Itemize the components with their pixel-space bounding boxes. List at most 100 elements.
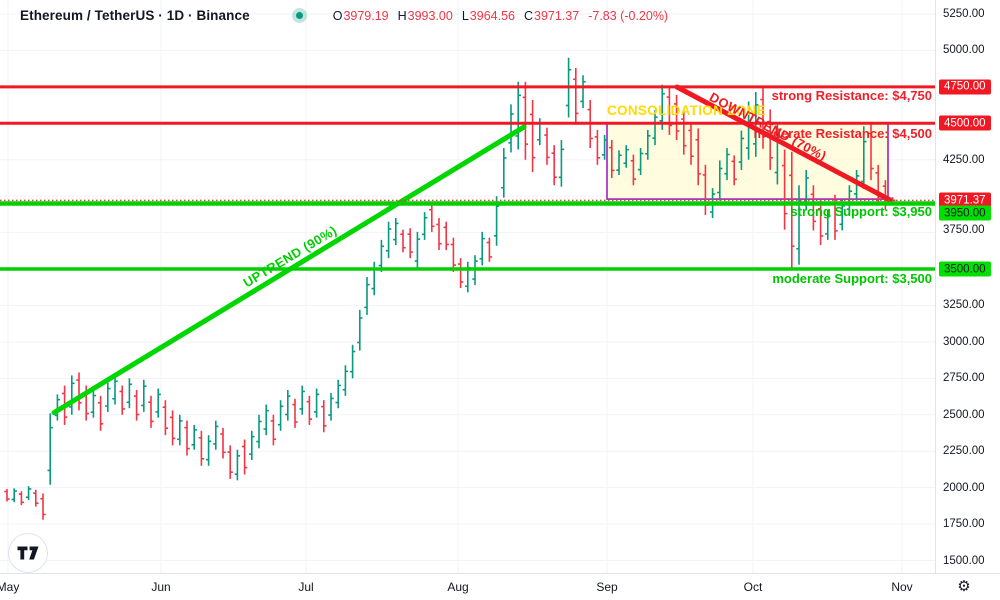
ohlc-bar (364, 277, 370, 315)
price-tick-label: 3250.00 (943, 299, 985, 312)
month-tick-label: Aug (447, 580, 469, 594)
ohlc-bar (637, 148, 644, 176)
open-label: O (332, 8, 343, 23)
ohlc-bar (666, 87, 673, 135)
price-tick-label: 1500.00 (943, 554, 985, 567)
symbol-title[interactable]: Ethereum / TetherUS · 1D · Binance (20, 8, 250, 23)
ohlc-bar (601, 134, 608, 160)
ohlc-bar (385, 221, 392, 259)
high-label: H (397, 8, 407, 23)
time-axis[interactable]: May Jun Jul Aug Sep Oct Nov (0, 573, 1000, 600)
moderate-support-label[interactable]: moderate Support: $3,500 (772, 271, 932, 286)
ohlc-bar (465, 261, 471, 293)
ohlc-bar (400, 229, 406, 253)
ohlc-bar (688, 121, 694, 165)
price-badge: 3500.00 (939, 261, 991, 277)
tradingview-logo[interactable] (8, 533, 48, 573)
open-value: 3979.19 (343, 8, 389, 23)
strong-resistance-label[interactable]: strong Resistance: $4,750 (771, 88, 932, 103)
ohlc-bar (810, 185, 817, 231)
ohlc-bar (33, 489, 39, 507)
consolidation-zone-label[interactable]: CONSOLIDATION ZONE (607, 103, 766, 118)
ohlc-bar (90, 389, 97, 418)
ohlc-bar (177, 414, 183, 446)
ohlc-bar (796, 185, 802, 265)
ohlc-bar (479, 231, 485, 266)
ohlc-bar (371, 261, 377, 296)
ohlc-bar (501, 148, 507, 198)
strong-support-label[interactable]: strong Support: $3,950 (790, 204, 932, 219)
ohlc-bar (169, 410, 176, 446)
price-tick-label: 2250.00 (943, 445, 985, 458)
ohlc-bar (256, 414, 262, 449)
chart-header: Ethereum / TetherUS · 1D · Binance O 397… (20, 8, 668, 23)
market-status-dot (291, 8, 307, 23)
ohlc-bar (40, 493, 46, 520)
price-tick-label: 3000.00 (943, 335, 985, 348)
settings-gear-icon[interactable]: ⚙ (957, 578, 971, 595)
ohlc-bar (119, 385, 125, 415)
price-axis[interactable]: 5250.00 5000.00 4750.00 4500.00 4250.00 3971.… (935, 0, 1000, 573)
ohlc-bar (349, 344, 356, 379)
ohlc-bar (731, 155, 737, 186)
ohlc-bar (328, 392, 334, 421)
ohlc-bar (112, 375, 118, 405)
ohlc-bar (515, 81, 521, 150)
ohlc-bar (213, 420, 219, 450)
price-badge: 3971.37 (939, 192, 991, 208)
price-tick-label: 1750.00 (943, 518, 985, 531)
ohlc-bar (558, 140, 565, 187)
price-tick-label: 5000.00 (943, 44, 985, 57)
price-badge: 4500.00 (939, 115, 991, 131)
ohlc-bar (774, 124, 781, 185)
ohlc-bar (868, 121, 874, 181)
ohlc-bar (292, 398, 298, 428)
ohlc-bar (357, 309, 363, 351)
ohlc-bar (47, 413, 53, 485)
ohlc-bar (277, 400, 284, 431)
ohlc-bar (321, 400, 327, 433)
price-tick-label: 5250.00 (943, 8, 985, 20)
ohlc-bar (645, 129, 651, 160)
ohlc-bar (133, 389, 140, 421)
ohlc-bar (198, 430, 205, 466)
ohlc-bar (443, 221, 449, 251)
ohlc-bar (616, 150, 622, 176)
price-tick-label: 3750.00 (943, 223, 985, 236)
ohlc-bar (306, 395, 313, 425)
ohlc-bar (738, 130, 745, 170)
ohlc-bar (54, 394, 61, 421)
ohlc-bar (241, 439, 248, 475)
ohlc-bar (155, 388, 161, 418)
ohlc-readout: O 3979.19 H 3993.00 L 3964.56 C 3971.37 … (333, 9, 668, 23)
ohlc-bar (652, 110, 658, 146)
moderate-resistance-label[interactable]: moderate Resistance: $4,500 (753, 126, 932, 141)
price-tick-label: 2500.00 (943, 408, 985, 421)
ohlc-bar (263, 404, 269, 436)
downtrend-line[interactable] (674, 84, 893, 203)
ohlc-bar (421, 212, 428, 240)
ohlc-bar (97, 395, 104, 431)
tradingview-logo-icon (17, 546, 39, 560)
ohlc-bar (450, 237, 457, 272)
ohlc-bar (378, 239, 385, 272)
ohlc-bar (393, 218, 399, 245)
ohlc-bar (76, 372, 82, 411)
close-label: C (523, 8, 534, 23)
price-tick-label: 2000.00 (943, 481, 985, 494)
ohlc-bar (789, 151, 795, 270)
low-value: 3964.56 (469, 8, 515, 23)
ohlc-bar (861, 126, 867, 189)
ohlc-bar (69, 375, 75, 415)
month-tick-label: Oct (743, 580, 763, 594)
ohlc-bar (126, 378, 133, 409)
consolidation-zone-rect[interactable] (606, 122, 889, 200)
price-badge: 3950.00 (939, 205, 991, 221)
ohlc-bar (407, 228, 413, 259)
ohlc-bar (191, 424, 197, 450)
ohlc-bar (234, 449, 241, 481)
month-tick-label: May (0, 580, 20, 594)
ohlc-bar (141, 379, 147, 412)
